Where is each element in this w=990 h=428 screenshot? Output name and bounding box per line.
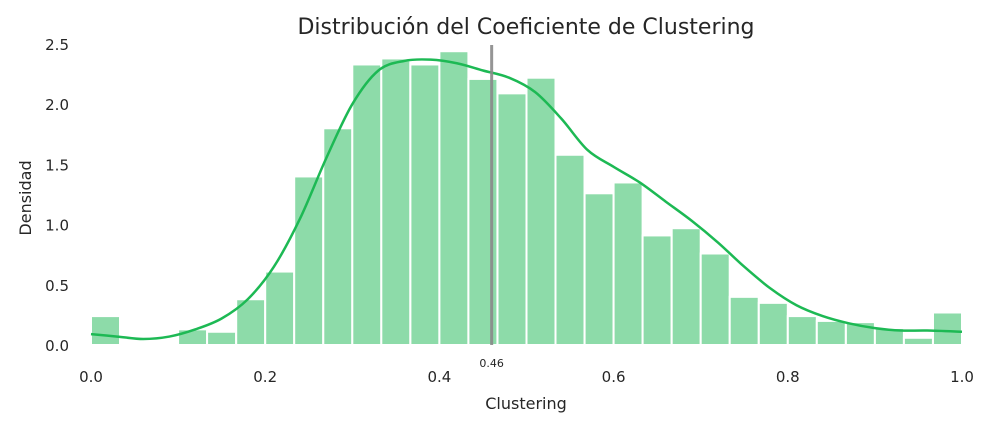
- y-tick-label: 2.5: [45, 36, 69, 54]
- histogram-bar: [902, 336, 934, 347]
- histogram-bar: [728, 295, 760, 346]
- y-tick-label: 1.5: [45, 156, 69, 174]
- bars-group: [90, 50, 964, 347]
- kde-line: [90, 58, 963, 341]
- histogram-bar: [583, 192, 615, 346]
- histogram-bar: [90, 315, 122, 347]
- x-tick-label: 1.0: [950, 368, 974, 386]
- histogram-bar: [148, 342, 180, 346]
- histogram-bar: [119, 342, 151, 346]
- x-tick-labels: 0.0 0.2 0.4 0.6 0.8 1.0: [79, 368, 974, 386]
- y-tick-label: 2.0: [45, 96, 69, 114]
- histogram-bar: [206, 330, 238, 347]
- histogram-bar: [786, 315, 818, 347]
- vline-group: 0.46: [479, 45, 504, 370]
- histogram-bar: [380, 57, 412, 347]
- histogram-bar: [496, 92, 528, 346]
- histogram-bar: [699, 252, 731, 346]
- x-tick-label: 0.2: [253, 368, 277, 386]
- histogram-bar: [641, 234, 673, 347]
- histogram-bar: [873, 327, 905, 347]
- chart-title: Distribución del Coeficiente de Clusteri…: [297, 15, 754, 40]
- y-tick-label: 1.0: [45, 217, 69, 235]
- histogram-bar: [293, 175, 325, 346]
- histogram-bar: [612, 181, 644, 346]
- histogram-bar: [525, 76, 557, 346]
- y-tick-label: 0.5: [45, 277, 69, 295]
- x-axis-label: Clustering: [485, 394, 567, 413]
- histogram-bar: [815, 319, 847, 347]
- histogram-bar: [351, 63, 383, 347]
- mean-vline-label: 0.46: [479, 357, 504, 370]
- x-tick-label: 0.0: [79, 368, 103, 386]
- histogram-bar: [554, 153, 586, 346]
- kde-group: [90, 58, 963, 341]
- y-tick-label: 0.0: [45, 337, 69, 355]
- y-axis-label: Densidad: [16, 160, 35, 235]
- histogram-bar: [931, 311, 964, 347]
- x-tick-label: 0.4: [427, 368, 451, 386]
- histogram-bar: [757, 301, 789, 346]
- x-tick-label: 0.6: [602, 368, 626, 386]
- x-tick-label: 0.8: [776, 368, 800, 386]
- histogram-bar: [264, 270, 296, 346]
- histogram-bar: [438, 50, 470, 346]
- histogram-bar: [409, 63, 441, 347]
- histogram-bar: [177, 328, 209, 346]
- y-tick-labels: 0.0 0.5 1.0 1.5 2.0 2.5: [45, 36, 69, 355]
- histogram-bar: [322, 127, 354, 346]
- histogram-bar: [670, 227, 702, 347]
